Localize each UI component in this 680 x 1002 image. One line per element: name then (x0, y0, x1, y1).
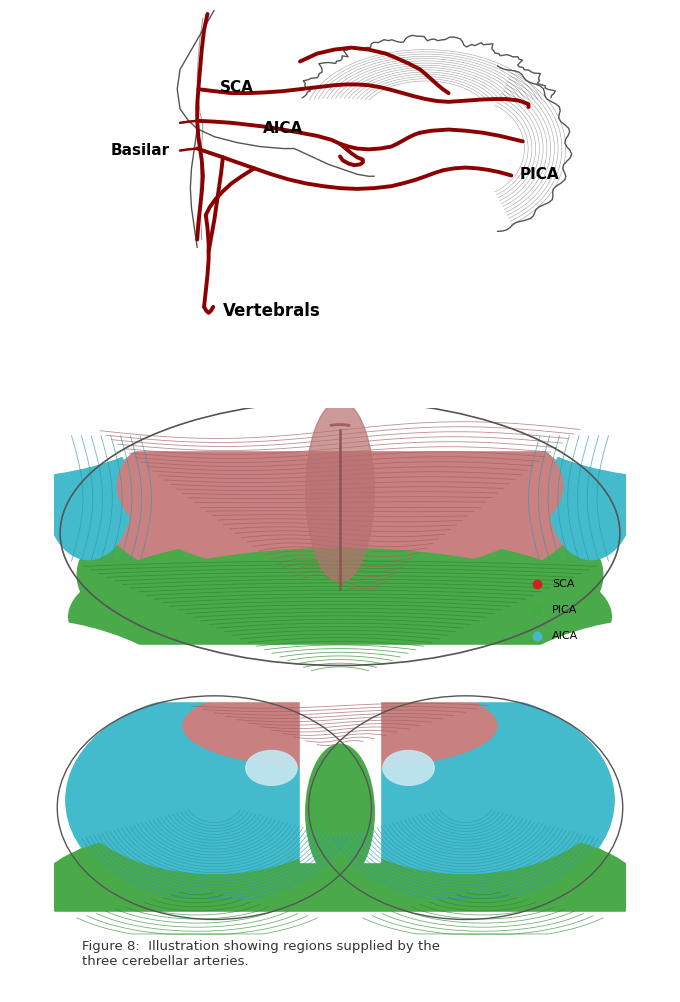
Ellipse shape (326, 832, 640, 943)
Ellipse shape (306, 744, 374, 881)
Circle shape (483, 283, 680, 478)
Ellipse shape (78, 471, 602, 679)
Text: Figure 8:  Illustration showing regions supplied by the
three cerebellar arterie: Figure 8: Illustration showing regions s… (82, 940, 439, 968)
Text: SCA: SCA (552, 579, 575, 589)
Circle shape (0, 283, 197, 478)
Bar (26, 912, 654, 949)
Circle shape (0, 617, 197, 812)
Text: Vertebrals: Vertebrals (222, 302, 320, 320)
Ellipse shape (306, 401, 374, 582)
Text: SCA: SCA (220, 80, 254, 95)
Text: Figure 7:  The three major arteries of the cerebellum:
the SCA, AICA, and PICA: Figure 7: The three major arteries of th… (82, 408, 438, 436)
Bar (26, 394, 654, 450)
Ellipse shape (71, 712, 357, 874)
Bar (300, 688, 380, 863)
Ellipse shape (69, 533, 611, 700)
Ellipse shape (383, 750, 435, 786)
Ellipse shape (549, 434, 634, 560)
Circle shape (483, 617, 680, 812)
Text: AICA: AICA (262, 121, 303, 136)
Text: Basilar: Basilar (111, 143, 169, 158)
Ellipse shape (183, 682, 497, 770)
Ellipse shape (60, 807, 620, 943)
Text: AICA: AICA (552, 631, 579, 641)
Ellipse shape (46, 434, 131, 560)
Ellipse shape (317, 694, 614, 906)
Ellipse shape (245, 750, 297, 786)
Text: PICA: PICA (520, 166, 560, 181)
Bar (26, 644, 654, 700)
Text: PICA: PICA (552, 605, 577, 615)
Ellipse shape (97, 408, 583, 603)
Ellipse shape (117, 395, 563, 576)
Ellipse shape (40, 832, 354, 943)
Ellipse shape (323, 712, 609, 874)
Ellipse shape (66, 694, 363, 906)
Ellipse shape (83, 548, 597, 701)
Bar (26, 663, 654, 700)
